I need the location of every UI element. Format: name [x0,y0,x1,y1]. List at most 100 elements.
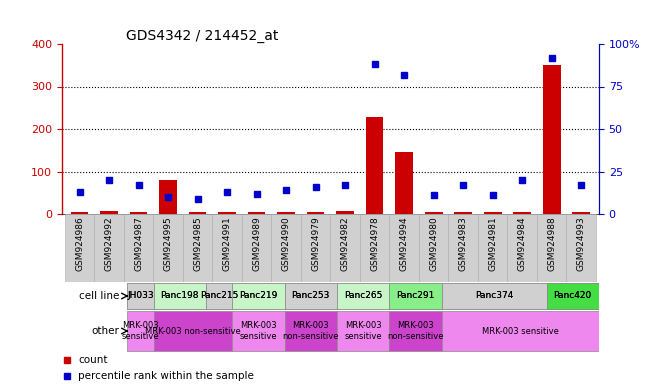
Text: Panc374: Panc374 [475,291,513,301]
FancyBboxPatch shape [206,283,232,310]
FancyBboxPatch shape [65,214,94,282]
FancyBboxPatch shape [389,283,442,310]
Text: Panc265: Panc265 [344,291,382,301]
FancyBboxPatch shape [566,214,596,282]
Text: GSM924982: GSM924982 [340,216,350,271]
Text: GSM924988: GSM924988 [547,216,556,271]
FancyBboxPatch shape [154,283,206,310]
Bar [130,212,147,214]
FancyBboxPatch shape [360,214,389,282]
Text: GSM924987: GSM924987 [134,216,143,271]
Bar [307,212,324,214]
Text: Panc253: Panc253 [292,291,330,301]
Text: GSM924994: GSM924994 [400,216,409,271]
Text: GSM924979: GSM924979 [311,216,320,271]
FancyBboxPatch shape [330,214,360,282]
Text: MRK-003
sensitive: MRK-003 sensitive [240,321,277,341]
FancyBboxPatch shape [442,311,599,351]
Text: GSM924993: GSM924993 [577,216,586,271]
FancyBboxPatch shape [128,283,154,310]
FancyBboxPatch shape [212,214,242,282]
FancyBboxPatch shape [183,214,212,282]
Text: GSM924986: GSM924986 [75,216,84,271]
Text: Panc291: Panc291 [396,291,435,301]
FancyBboxPatch shape [154,283,206,310]
Text: Panc265: Panc265 [344,291,382,301]
FancyBboxPatch shape [128,311,154,351]
Text: cell line: cell line [79,291,120,301]
FancyBboxPatch shape [419,214,449,282]
Text: GSM924990: GSM924990 [282,216,290,271]
Text: MRK-003
non-sensitive: MRK-003 non-sensitive [387,321,444,341]
FancyBboxPatch shape [242,214,271,282]
FancyBboxPatch shape [94,214,124,282]
Text: GSM924985: GSM924985 [193,216,202,271]
Text: Panc219: Panc219 [239,291,277,301]
Bar [248,212,266,214]
FancyBboxPatch shape [284,283,337,310]
Text: JH033: JH033 [127,291,154,301]
FancyBboxPatch shape [389,311,442,351]
Text: percentile rank within the sample: percentile rank within the sample [78,371,254,381]
Text: GSM924978: GSM924978 [370,216,379,271]
Text: GSM924984: GSM924984 [518,216,527,271]
Bar [100,210,118,214]
Bar [277,212,295,214]
FancyBboxPatch shape [128,283,154,310]
FancyBboxPatch shape [271,214,301,282]
Text: MRK-003
sensitive: MRK-003 sensitive [344,321,382,341]
Text: Panc198: Panc198 [161,291,199,301]
Bar [543,65,561,214]
Text: Panc291: Panc291 [396,291,435,301]
FancyBboxPatch shape [389,283,442,310]
Text: GDS4342 / 214452_at: GDS4342 / 214452_at [126,29,279,43]
Text: Panc253: Panc253 [292,291,330,301]
FancyBboxPatch shape [337,311,389,351]
Text: Panc420: Panc420 [553,291,592,301]
FancyBboxPatch shape [547,283,599,310]
Bar [514,212,531,214]
Text: MRK-003
sensitive: MRK-003 sensitive [122,321,159,341]
Text: GSM924995: GSM924995 [163,216,173,271]
Text: MRK-003 sensitive: MRK-003 sensitive [482,326,559,336]
Text: GSM924989: GSM924989 [252,216,261,271]
Text: Panc198: Panc198 [161,291,199,301]
Bar [218,212,236,214]
FancyBboxPatch shape [284,311,337,351]
FancyBboxPatch shape [232,283,284,310]
Text: GSM924981: GSM924981 [488,216,497,271]
Text: JH033: JH033 [127,291,154,301]
FancyBboxPatch shape [337,283,389,310]
FancyBboxPatch shape [154,214,183,282]
Text: Panc215: Panc215 [200,291,238,301]
FancyBboxPatch shape [232,283,284,310]
Text: GSM924991: GSM924991 [223,216,232,271]
Bar [337,210,354,214]
FancyBboxPatch shape [478,214,507,282]
FancyBboxPatch shape [537,214,566,282]
Bar [366,117,383,214]
Bar [454,212,472,214]
Bar [395,152,413,214]
Text: MRK-003 non-sensitive: MRK-003 non-sensitive [145,326,241,336]
FancyBboxPatch shape [507,214,537,282]
FancyBboxPatch shape [154,311,232,351]
Text: MRK-003
non-sensitive: MRK-003 non-sensitive [283,321,339,341]
Text: Panc219: Panc219 [239,291,277,301]
FancyBboxPatch shape [284,283,337,310]
Bar [189,212,206,214]
Bar [159,180,177,214]
FancyBboxPatch shape [124,214,154,282]
FancyBboxPatch shape [206,283,232,310]
FancyBboxPatch shape [301,214,330,282]
Bar [484,212,501,214]
FancyBboxPatch shape [547,283,599,310]
FancyBboxPatch shape [337,283,389,310]
FancyBboxPatch shape [449,214,478,282]
Bar [425,212,443,214]
FancyBboxPatch shape [232,311,284,351]
Bar [71,212,89,214]
FancyBboxPatch shape [389,214,419,282]
Text: count: count [78,355,107,365]
Text: Panc420: Panc420 [553,291,592,301]
